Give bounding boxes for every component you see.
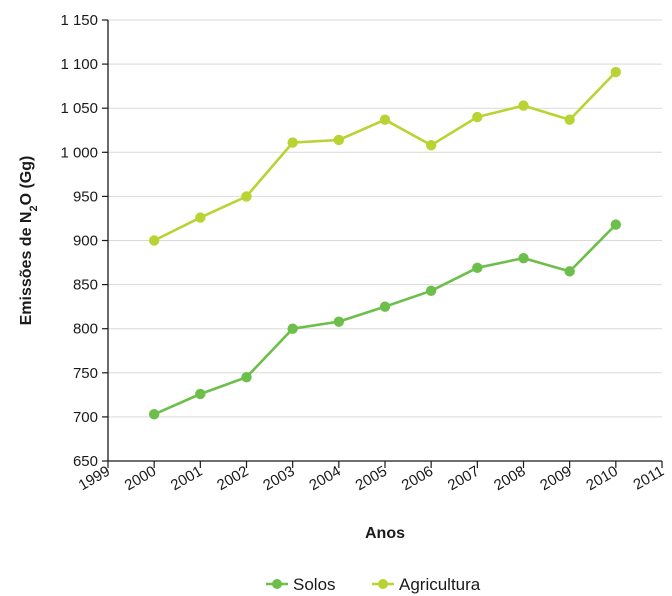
data-point-agricultura	[241, 191, 252, 202]
y-axis-title-suffix: O (Gg)	[18, 156, 35, 206]
data-point-solos	[241, 372, 252, 383]
data-point-solos	[195, 388, 206, 400]
x-tick-label: 2006	[399, 463, 436, 494]
data-point-agricultura	[195, 212, 206, 223]
x-tick-label: 2001	[168, 463, 205, 494]
y-axis-title-prefix: Emissões de N	[18, 212, 35, 326]
data-point-solos	[425, 285, 437, 296]
x-tick-label: 2004	[306, 463, 343, 494]
data-point-agricultura	[472, 111, 483, 123]
y-axis-title: Emissões de N2O (Gg)	[18, 156, 40, 326]
x-tick-label: 2002	[214, 463, 251, 494]
data-point-solos	[287, 323, 298, 334]
legend-marker-agricultura	[378, 579, 388, 589]
data-point-solos	[333, 316, 345, 327]
data-point-agricultura	[148, 235, 160, 246]
data-point-agricultura	[287, 137, 298, 148]
y-tick-label: 1 100	[60, 56, 98, 73]
data-point-agricultura	[379, 114, 391, 125]
x-axis-title: Anos	[365, 525, 405, 542]
data-point-solos	[518, 252, 529, 264]
series-line-agricultura	[153, 71, 617, 242]
x-tick-label: 2007	[445, 463, 482, 494]
data-point-solos	[564, 266, 575, 277]
y-tick-label: 800	[73, 321, 98, 338]
series	[148, 66, 622, 420]
y-tick-label: 950	[73, 188, 98, 205]
x-tick-label: 2010	[583, 463, 620, 494]
data-point-solos	[379, 301, 391, 312]
data-point-agricultura	[425, 140, 437, 151]
legend: Solos Agricultura	[266, 575, 481, 594]
data-point-agricultura	[610, 66, 622, 78]
y-axis-title-subscript: 2	[28, 205, 40, 211]
data-point-solos	[610, 219, 622, 230]
y-tick-label: 700	[73, 409, 98, 426]
data-point-agricultura	[518, 100, 529, 111]
legend-label-agricultura: Agricultura	[399, 575, 481, 594]
axes: 650 700 750 800 850 900 950 1 000 1 050 1 100 1 15…	[60, 12, 667, 494]
gridlines	[108, 19, 662, 418]
x-tick-label: 2005	[353, 463, 390, 494]
x-tick-label: 2000	[122, 463, 159, 494]
y-tick-label: 900	[73, 233, 98, 250]
data-point-agricultura	[564, 114, 575, 125]
legend-marker-solos	[272, 579, 282, 589]
data-point-solos	[472, 262, 483, 274]
series-line-solos	[153, 223, 617, 416]
data-point-agricultura	[333, 134, 345, 146]
x-tick-label: 2008	[491, 463, 528, 494]
y-tick-label: 750	[73, 365, 98, 382]
y-tick-label: 850	[73, 277, 98, 294]
y-tick-label: 1 050	[60, 100, 98, 117]
y-tick-label: 1 150	[60, 12, 98, 29]
data-point-solos	[148, 409, 160, 420]
y-tick-label: 650	[73, 453, 98, 470]
y-tick-label: 1 000	[60, 144, 98, 161]
x-tick-label: 2003	[260, 463, 297, 494]
legend-label-solos: Solos	[293, 575, 336, 594]
x-tick-label: 2009	[537, 463, 574, 494]
